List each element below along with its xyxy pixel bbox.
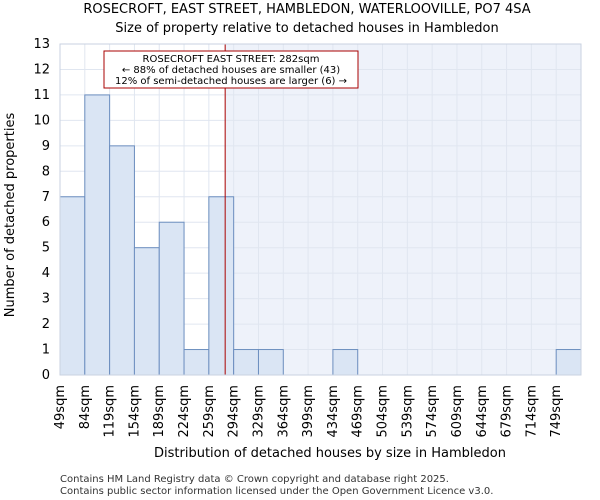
bar-224sqm bbox=[183, 349, 210, 376]
x-axis-label: Distribution of detached houses by size … bbox=[154, 446, 506, 461]
x-tick-label: 399sqm bbox=[301, 385, 316, 438]
x-tick-label: 189sqm bbox=[152, 385, 167, 438]
x-tick-label: 119sqm bbox=[103, 385, 118, 438]
x-tick-label: 609sqm bbox=[450, 385, 465, 438]
annotation-line-3: 12% of semi-detached houses are larger (… bbox=[115, 76, 347, 87]
annotation-line-1: ROSECROFT EAST STREET: 282sqm bbox=[143, 54, 320, 65]
x-tick-label: 679sqm bbox=[500, 385, 515, 438]
x-tick-label: 644sqm bbox=[475, 385, 490, 438]
x-tick-label: 364sqm bbox=[276, 385, 291, 438]
highlight-region bbox=[225, 44, 582, 375]
x-tick-label: 84sqm bbox=[78, 385, 93, 429]
footer-line-1: Contains HM Land Registry data © Crown c… bbox=[60, 474, 449, 485]
bar-84sqm bbox=[84, 94, 111, 376]
x-tick-label: 714sqm bbox=[524, 385, 539, 438]
bar-294sqm bbox=[233, 349, 259, 376]
x-tick-label: 504sqm bbox=[376, 385, 391, 438]
x-tick-label: 574sqm bbox=[425, 385, 440, 438]
y-tick-label: 5 bbox=[42, 241, 50, 256]
x-tick-label: 49sqm bbox=[53, 385, 68, 429]
x-tick-label: 469sqm bbox=[351, 385, 366, 438]
bar-749sqm bbox=[555, 349, 582, 376]
x-tick-label: 539sqm bbox=[400, 385, 415, 438]
x-tick-label: 259sqm bbox=[202, 385, 217, 438]
x-tick-label: 154sqm bbox=[127, 385, 142, 438]
bar-119sqm bbox=[109, 145, 135, 376]
x-tick-label: 749sqm bbox=[549, 385, 564, 438]
y-tick-label: 1 bbox=[42, 343, 50, 358]
y-tick-label: 0 bbox=[42, 368, 50, 383]
y-tick-label: 2 bbox=[42, 317, 50, 332]
y-tick-label: 6 bbox=[42, 215, 50, 230]
x-ticks: 49sqm 84sqm 119sqm 154sqm 189sqm 224sqm 259sqm… bbox=[53, 385, 564, 438]
bar-329sqm bbox=[257, 349, 284, 376]
y-axis-label: Number of detached properties bbox=[3, 113, 18, 318]
y-tick-label: 8 bbox=[42, 164, 50, 179]
y-tick-label: 3 bbox=[42, 292, 50, 307]
y-tick-label: 12 bbox=[33, 62, 50, 77]
bar-154sqm bbox=[133, 247, 160, 376]
y-tick-label: 13 bbox=[33, 37, 50, 52]
y-tick-label: 7 bbox=[42, 190, 50, 205]
annotation-line-2: ← 88% of detached houses are smaller (43… bbox=[122, 65, 340, 76]
x-tick-label: 224sqm bbox=[177, 385, 192, 438]
bar-49sqm bbox=[59, 196, 86, 376]
bars bbox=[59, 94, 582, 376]
x-tick-label: 434sqm bbox=[326, 385, 341, 438]
y-tick-label: 11 bbox=[33, 88, 50, 103]
bar-434sqm bbox=[332, 349, 359, 376]
bar-259sqm bbox=[208, 196, 235, 376]
x-tick-label: 294sqm bbox=[227, 385, 242, 438]
annotation-box: ROSECROFT EAST STREET: 282sqm ← 88% of d… bbox=[103, 50, 359, 89]
x-tick-label: 329sqm bbox=[251, 385, 266, 438]
y-tick-label: 10 bbox=[33, 113, 50, 128]
y-tick-label: 4 bbox=[42, 266, 50, 281]
chart-subtitle: Size of property relative to detached ho… bbox=[115, 21, 499, 36]
chart-title: ROSECROFT, EAST STREET, HAMBLEDON, WATER… bbox=[83, 2, 530, 17]
y-tick-label: 9 bbox=[42, 139, 50, 154]
annotation-frame bbox=[103, 50, 359, 89]
plot-frame bbox=[59, 43, 582, 376]
bar-189sqm bbox=[158, 221, 185, 376]
footer-line-2: Contains public sector information licen… bbox=[60, 486, 493, 497]
